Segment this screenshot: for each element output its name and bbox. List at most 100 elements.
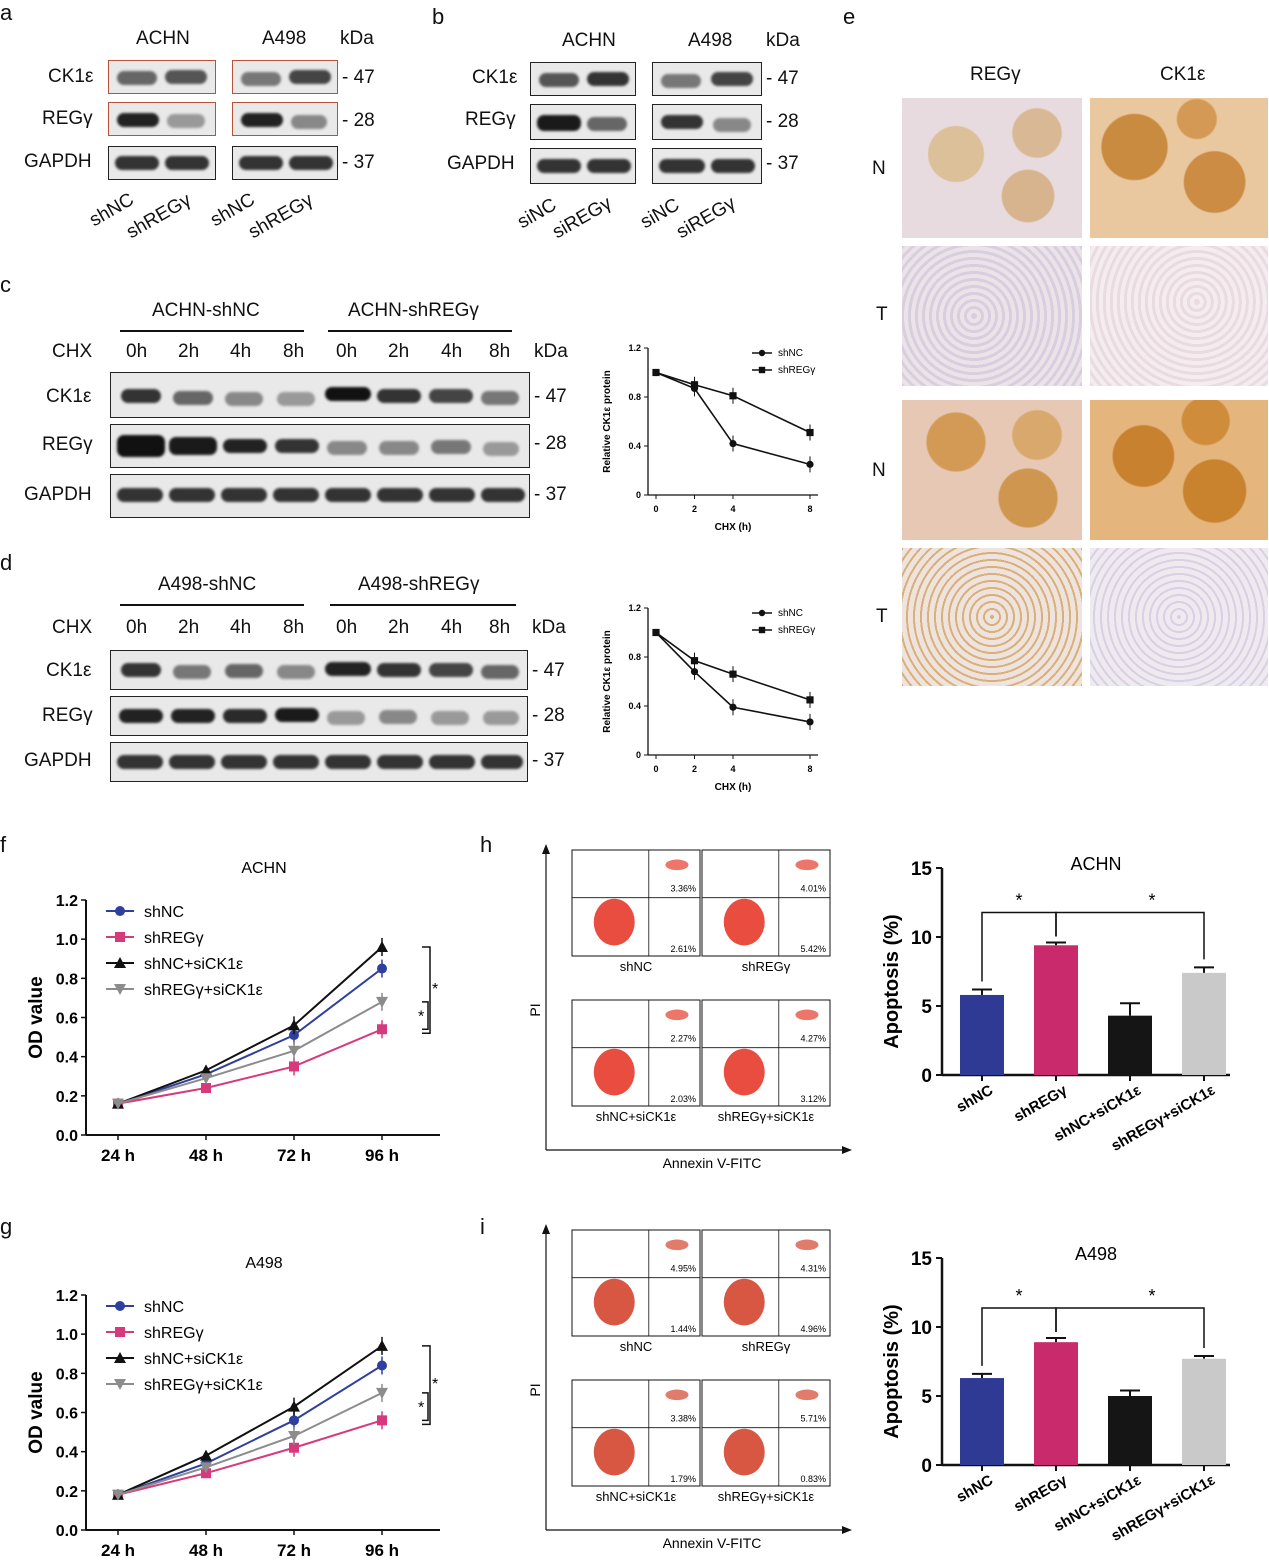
series-line bbox=[117, 1419, 383, 1496]
legend-marker bbox=[114, 1352, 126, 1363]
legend-marker bbox=[114, 1379, 126, 1390]
y-axis-title: Apoptosis (%) bbox=[881, 914, 903, 1048]
kda-label: kDa bbox=[766, 30, 800, 51]
chart-d-degradation: 0 0.4 0.8 1.2 0 2 4 8 CHX (h) Relative CK1ε prote… bbox=[602, 603, 818, 793]
x-tick-label: 8 bbox=[807, 764, 812, 774]
ihc-row-label: T bbox=[876, 304, 888, 325]
kda-label: kDa bbox=[534, 341, 568, 362]
blot-strip bbox=[530, 104, 636, 140]
x-axis-title: Annexin V-FITC bbox=[663, 1155, 762, 1171]
time-label: 4h bbox=[230, 617, 252, 638]
data-point bbox=[200, 1449, 212, 1461]
y-tick-label: 15 bbox=[911, 1249, 933, 1270]
size-label: - 28 bbox=[534, 433, 567, 454]
time-label: 4h bbox=[441, 617, 463, 638]
y-tick-label: 0.4 bbox=[628, 441, 641, 451]
sig-bracket bbox=[422, 1345, 431, 1426]
data-point bbox=[112, 1098, 124, 1110]
sig-star: * bbox=[1148, 891, 1155, 911]
data-point bbox=[377, 963, 387, 974]
ihc-row-label: N bbox=[872, 460, 886, 481]
blot-strip bbox=[652, 104, 762, 140]
series-line bbox=[655, 631, 811, 701]
time-label: 8h bbox=[283, 617, 305, 638]
quadrant-percent: 3.38% bbox=[670, 1414, 696, 1424]
time-label: 0h bbox=[126, 341, 148, 362]
protein-label: GAPDH bbox=[447, 153, 515, 174]
x-tick-label: 72 h bbox=[277, 1146, 311, 1165]
quadrant-percent: 5.42% bbox=[800, 944, 826, 954]
protein-label: CK1ε bbox=[46, 386, 92, 407]
cell-label: ACHN bbox=[562, 30, 616, 51]
lane-label: siREGγ bbox=[673, 192, 740, 244]
series-line bbox=[655, 371, 811, 434]
ihc-image bbox=[1090, 400, 1268, 540]
size-label: - 37 bbox=[766, 153, 799, 174]
bar bbox=[1182, 972, 1226, 1075]
protein-label: GAPDH bbox=[24, 484, 92, 505]
legend-label: shREGγ+siCK1ε bbox=[144, 982, 263, 999]
data-point bbox=[806, 460, 814, 468]
cell-cluster bbox=[723, 1428, 765, 1476]
y-axis-title: Relative CK1ε protein bbox=[602, 370, 613, 473]
chart-title: A498 bbox=[1075, 1244, 1117, 1264]
time-label: 2h bbox=[388, 617, 410, 638]
cell-cluster bbox=[665, 1009, 689, 1021]
sig-star: * bbox=[418, 1009, 424, 1026]
legend-marker bbox=[115, 1301, 125, 1311]
sig-star: * bbox=[432, 1376, 438, 1393]
x-tick-label: 8 bbox=[807, 504, 812, 514]
time-label: 2h bbox=[178, 617, 200, 638]
ihc-col-label: REGγ bbox=[970, 64, 1021, 85]
x-tick-label: shNC bbox=[954, 1472, 997, 1506]
ihc-row-label: T bbox=[876, 606, 888, 627]
size-label: - 47 bbox=[342, 67, 375, 88]
legend-marker bbox=[758, 349, 766, 357]
cell-label: A498 bbox=[262, 28, 307, 49]
lane-label: shREGγ bbox=[123, 189, 195, 244]
x-tick-label: 2 bbox=[692, 504, 697, 514]
chart-title: ACHN bbox=[241, 860, 286, 877]
blot-strip bbox=[108, 146, 216, 180]
y-tick-label: 0.0 bbox=[56, 1128, 78, 1145]
data-point bbox=[806, 696, 814, 704]
legend-marker bbox=[114, 984, 126, 995]
data-point bbox=[288, 1019, 300, 1031]
sig-bracket bbox=[422, 1001, 429, 1030]
time-label: 4h bbox=[230, 341, 252, 362]
cell-cluster bbox=[723, 898, 765, 946]
data-point bbox=[112, 1489, 124, 1501]
bar bbox=[1034, 945, 1078, 1075]
ihc-image bbox=[1090, 246, 1268, 386]
quadrant-percent: 4.31% bbox=[800, 1264, 826, 1274]
blot-strip bbox=[530, 148, 636, 184]
data-point bbox=[289, 1030, 299, 1041]
y-tick-label: 0.6 bbox=[56, 1406, 78, 1423]
legend-label: shNC+siCK1ε bbox=[144, 1351, 243, 1368]
data-point bbox=[652, 368, 660, 377]
y-tick-label: 1.2 bbox=[56, 1288, 78, 1305]
bar bbox=[1034, 1342, 1078, 1465]
x-tick-label: 24 h bbox=[101, 1146, 135, 1165]
protein-label: REGγ bbox=[42, 705, 93, 726]
legend-marker bbox=[758, 626, 766, 634]
blot-strip bbox=[110, 742, 528, 782]
cell-cluster bbox=[795, 1389, 819, 1401]
quadrant-percent: 4.96% bbox=[800, 1324, 826, 1334]
cell-cluster bbox=[593, 898, 635, 946]
cell-cluster bbox=[593, 1278, 635, 1326]
sig-bracket bbox=[422, 1392, 429, 1422]
time-label: 0h bbox=[126, 617, 148, 638]
panel-label-i: i bbox=[480, 1214, 485, 1239]
bar bbox=[1108, 1015, 1152, 1075]
data-point bbox=[652, 628, 660, 637]
sample-label: shREGγ+siCK1ε bbox=[718, 1489, 815, 1504]
legend-label: shNC bbox=[778, 608, 803, 619]
sample-label: shNC bbox=[620, 1339, 653, 1354]
legend-label: shNC+siCK1ε bbox=[144, 956, 243, 973]
y-axis-title: PI bbox=[527, 1383, 543, 1396]
data-point bbox=[289, 1442, 299, 1453]
x-tick-label: 0 bbox=[653, 504, 658, 514]
cell-cluster bbox=[723, 1048, 765, 1096]
y-tick-label: 0.6 bbox=[56, 1011, 78, 1028]
